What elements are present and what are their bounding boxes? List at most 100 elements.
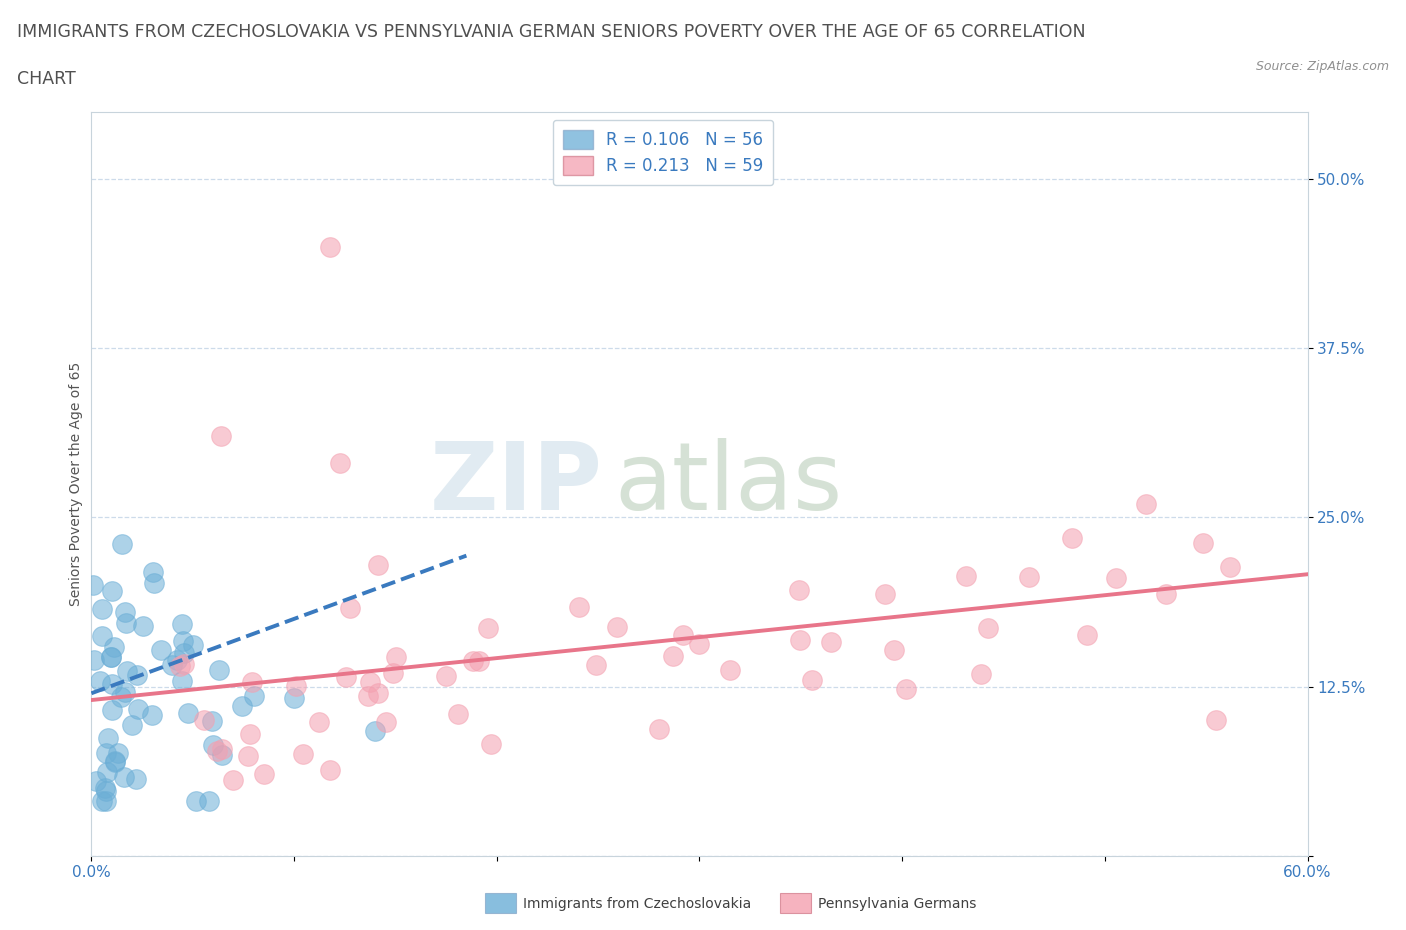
Point: [100, 676, 122, 691]
Point: [208, 662, 231, 677]
Text: Immigrants from Czechoslovakia: Immigrants from Czechoslovakia: [523, 897, 751, 911]
Point: [142, 565, 165, 579]
Point: [115, 616, 138, 631]
Text: atlas: atlas: [614, 438, 842, 529]
Point: [367, 685, 389, 700]
Point: [1156, 587, 1178, 602]
Point: [236, 749, 259, 764]
Point: [231, 698, 253, 713]
Point: [211, 741, 233, 756]
Point: [132, 618, 155, 633]
Legend: R = 0.106   N = 56, R = 0.213   N = 59: R = 0.106 N = 56, R = 0.213 N = 59: [553, 120, 773, 185]
Point: [1219, 560, 1241, 575]
Point: [253, 766, 276, 781]
Point: [284, 679, 307, 694]
Point: [169, 659, 191, 674]
Point: [477, 621, 499, 636]
Point: [211, 748, 233, 763]
Point: [110, 537, 132, 551]
Text: Source: ZipAtlas.com: Source: ZipAtlas.com: [1256, 60, 1389, 73]
Point: [94, 780, 117, 795]
Point: [104, 753, 127, 768]
Point: [115, 663, 138, 678]
Text: ZIP: ZIP: [429, 438, 602, 529]
Point: [335, 670, 357, 684]
Point: [162, 658, 184, 672]
Point: [82, 578, 104, 592]
Point: [468, 653, 491, 668]
Point: [193, 712, 215, 727]
Point: [114, 604, 136, 619]
Point: [172, 673, 194, 688]
Point: [103, 640, 125, 655]
Text: CHART: CHART: [17, 70, 76, 87]
Point: [127, 668, 149, 683]
Point: [374, 714, 396, 729]
Point: [291, 747, 314, 762]
Point: [184, 794, 207, 809]
Point: [100, 650, 122, 665]
Point: [606, 620, 628, 635]
Point: [100, 702, 122, 717]
Point: [90, 602, 112, 617]
Point: [173, 646, 195, 661]
Point: [172, 617, 194, 631]
Point: [447, 707, 470, 722]
Point: [283, 691, 305, 706]
Point: [86, 774, 108, 789]
Point: [585, 658, 607, 672]
Point: [385, 649, 408, 664]
Point: [367, 558, 389, 573]
Point: [357, 689, 380, 704]
Point: [1018, 570, 1040, 585]
Point: [90, 629, 112, 644]
Point: [104, 755, 127, 770]
Point: [977, 620, 1000, 635]
Point: [202, 737, 225, 752]
Point: [201, 713, 224, 728]
Point: [107, 746, 129, 761]
Point: [364, 724, 387, 738]
Point: [96, 746, 118, 761]
Point: [308, 714, 330, 729]
Point: [319, 239, 342, 254]
Point: [568, 599, 591, 614]
Point: [359, 674, 381, 689]
Point: [820, 634, 842, 649]
Point: [166, 653, 188, 668]
Point: [339, 601, 361, 616]
Point: [479, 737, 502, 751]
Point: [894, 682, 917, 697]
Point: [114, 684, 136, 699]
Text: Pennsylvania Germans: Pennsylvania Germans: [818, 897, 977, 911]
Point: [647, 722, 669, 737]
Point: [127, 701, 149, 716]
Point: [955, 568, 977, 583]
Point: [1076, 628, 1098, 643]
Point: [329, 456, 352, 471]
Point: [1105, 570, 1128, 585]
Point: [110, 689, 132, 704]
Point: [1060, 531, 1083, 546]
Point: [96, 794, 118, 809]
Point: [101, 584, 124, 599]
Point: [222, 772, 245, 787]
Point: [662, 649, 685, 664]
Point: [198, 794, 221, 809]
Point: [434, 669, 457, 684]
Point: [100, 650, 122, 665]
Point: [789, 632, 811, 647]
Point: [97, 731, 120, 746]
Point: [242, 688, 264, 703]
Point: [181, 638, 204, 653]
Point: [141, 708, 163, 723]
Point: [970, 667, 993, 682]
Point: [1205, 713, 1227, 728]
Point: [83, 653, 105, 668]
Point: [787, 583, 810, 598]
Point: [121, 718, 143, 733]
Point: [209, 429, 232, 444]
Point: [461, 653, 484, 668]
Point: [238, 726, 260, 741]
Point: [89, 673, 111, 688]
